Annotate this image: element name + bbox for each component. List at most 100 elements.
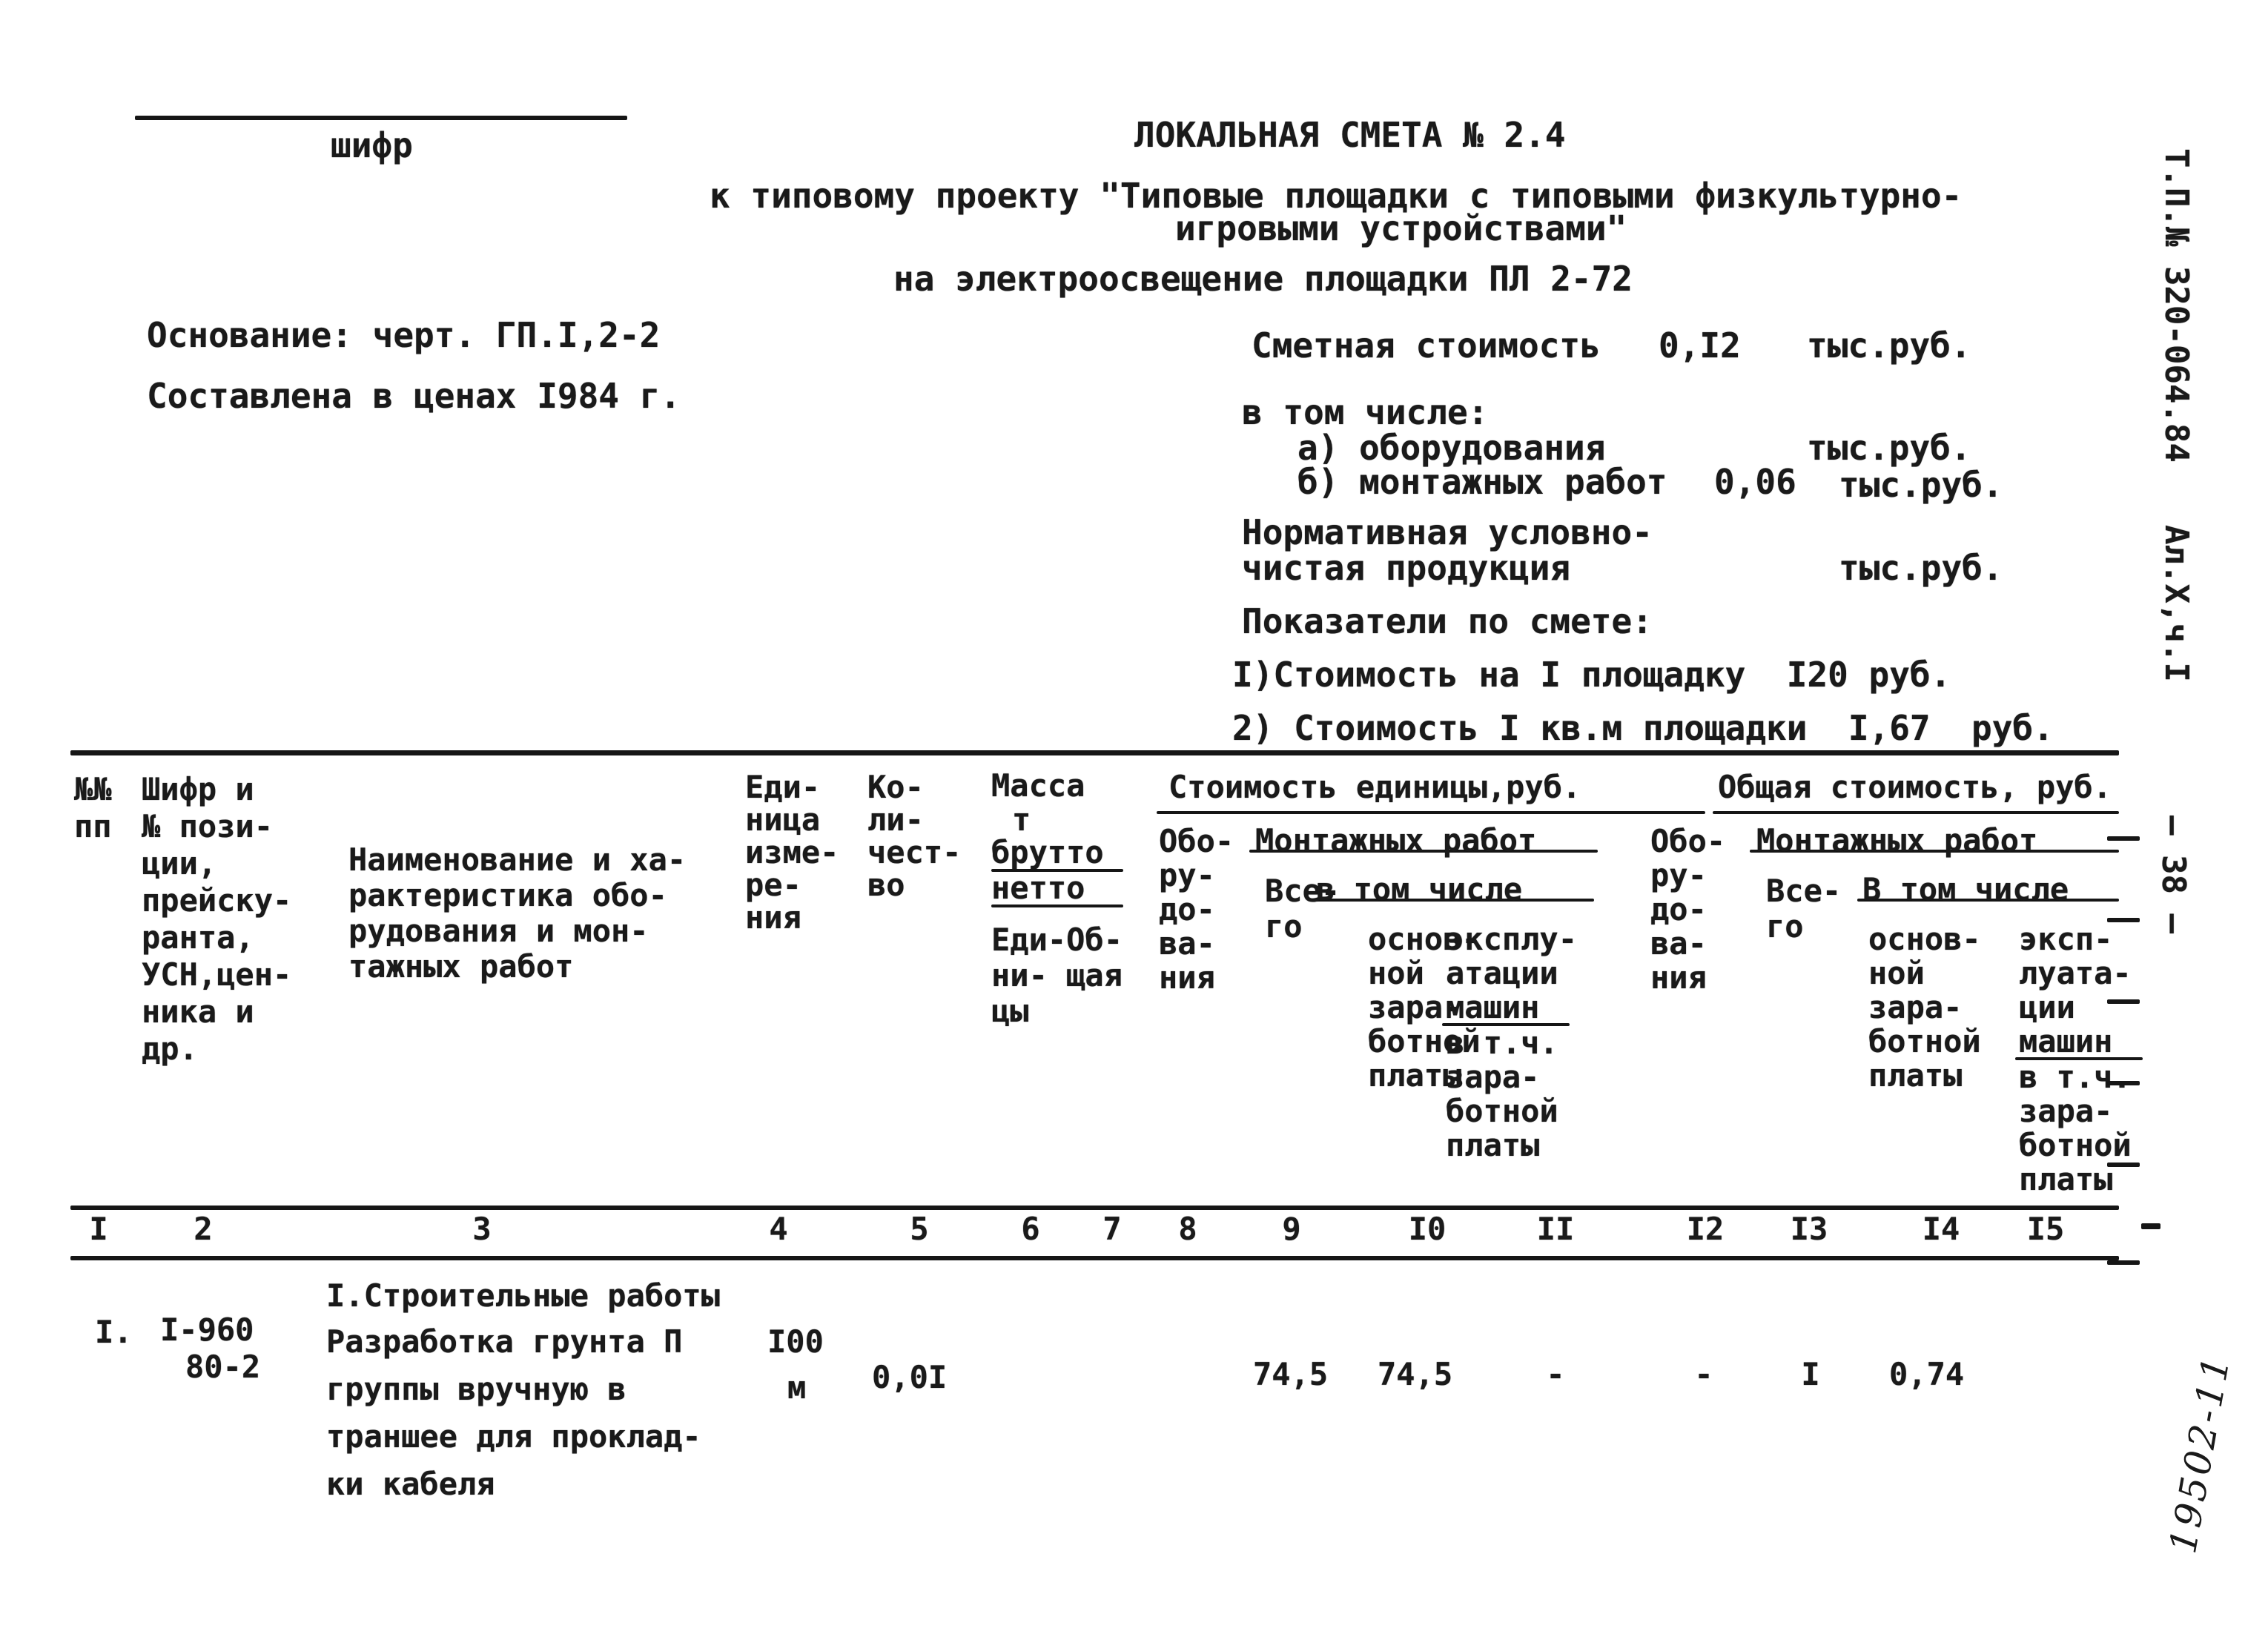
cost-value: 0,I2 xyxy=(1659,325,1741,366)
colnum-11: II xyxy=(1536,1211,1575,1247)
colnum-12: I2 xyxy=(1686,1211,1725,1247)
row-total-equipment: - xyxy=(1694,1356,1713,1392)
doc-subtitle-1: к типовому проекту "Типовые площадки с т… xyxy=(710,176,1963,216)
row-quantity: 0,0I xyxy=(872,1359,948,1395)
header-col-num: №№ пп xyxy=(74,771,112,844)
header-mass-unit: т xyxy=(1012,801,1031,838)
colnum-8: 8 xyxy=(1178,1211,1197,1247)
header-total-cost-group: Общая стоимость, руб. xyxy=(1718,769,2112,805)
edge-mark xyxy=(2107,1081,2140,1085)
doc-subject: на электроосвещение площадки ПЛ 2-72 xyxy=(893,259,1633,299)
normative-unit: тыс.руб. xyxy=(1839,548,2003,588)
normative-line-2: чистая продукция xyxy=(1242,548,1571,588)
item-b-value: 0,06 xyxy=(1714,462,1796,502)
header-unit-cost-group: Стоимость единицы,руб. xyxy=(1168,769,1581,805)
montage1-underline xyxy=(1249,850,1598,853)
margin-page-number: — 38 — xyxy=(2155,816,2192,933)
header-base-wage-1: основ- ной зара- ботной платы xyxy=(1368,921,1481,1094)
edge-mark xyxy=(2107,918,2140,922)
colnum-5: 5 xyxy=(910,1211,929,1247)
row-total-all: I xyxy=(1801,1356,1820,1392)
header-montage-2: Монтажных работ xyxy=(1756,822,2038,859)
indicators-label: Показатели по смете: xyxy=(1242,601,1653,641)
cost-unit: тыс.руб. xyxy=(1807,325,1971,366)
net-underline xyxy=(991,905,1123,907)
doc-subtitle-2: игровыми устройствами" xyxy=(1175,208,1627,248)
row-unit: м xyxy=(787,1369,807,1406)
colnum-2: 2 xyxy=(194,1211,213,1247)
normative-line-1: Нормативная условно- xyxy=(1242,512,1653,552)
total-cost-underline xyxy=(1713,811,2119,814)
header-col-code: Шифр и № пози- ции, прейску- ранта, УСН,… xyxy=(142,771,292,1067)
montage2-underline xyxy=(1750,850,2119,853)
colnum-10: I0 xyxy=(1408,1211,1447,1247)
row-unit-cost-wage: 74,5 xyxy=(1378,1356,1453,1392)
edge-mark xyxy=(2107,999,2140,1004)
indicator-1: I)Стоимость на I площадку I20 руб. xyxy=(1232,655,1951,695)
row-unit-cost-total: 74,5 xyxy=(1253,1356,1329,1392)
row-total-wage: 0,74 xyxy=(1889,1356,1965,1392)
header-vsego-2: Все- го xyxy=(1766,873,1842,945)
section-title: I.Строительные работы xyxy=(326,1277,721,1314)
machines2-underline xyxy=(2015,1057,2143,1060)
table-top-rule xyxy=(70,750,2119,755)
edge-mark xyxy=(2107,836,2140,841)
colnum-3: 3 xyxy=(472,1211,492,1247)
colnum-15: I5 xyxy=(2026,1211,2065,1247)
including1-underline xyxy=(1312,899,1594,902)
header-bottom-rule xyxy=(70,1206,2119,1210)
unit-cost-underline xyxy=(1157,811,1705,814)
header-machines-1a: эксплу- атации машин xyxy=(1446,921,1578,1025)
gross-underline xyxy=(991,869,1123,872)
colnum-4: 4 xyxy=(769,1211,788,1247)
stamp-line xyxy=(135,116,627,120)
item-b-label: б) монтажных работ xyxy=(1297,462,1667,502)
header-mass-sub: Еди-Об- ни- щая цы xyxy=(991,922,1123,1029)
header-including-2: В том числе xyxy=(1862,871,2069,907)
doc-title: ЛОКАЛЬНАЯ СМЕТА № 2.4 xyxy=(1134,115,1566,155)
indicator-2: 2) Стоимость I кв.м площадки I,67 руб. xyxy=(1232,708,2054,748)
header-vsego-1: Все- го xyxy=(1265,873,1340,945)
machines1-underline xyxy=(1442,1023,1570,1026)
header-mass-net: нетто xyxy=(991,870,1085,906)
edge-mark xyxy=(2141,1223,2160,1229)
item-a-label: а) оборудования xyxy=(1297,428,1606,468)
row-unit-cost-machines: - xyxy=(1546,1356,1565,1392)
basis-line: Основание: черт. ГП.I,2-2 xyxy=(147,315,661,355)
row-code-1: I-960 xyxy=(160,1312,254,1348)
header-machines-2b: в т.ч. зара- ботной платы xyxy=(2019,1059,2132,1197)
edge-mark xyxy=(2107,1260,2140,1265)
stamp-label: шифр xyxy=(331,125,413,165)
colnum-6: 6 xyxy=(1021,1211,1040,1247)
header-mass-title: Масса xyxy=(991,767,1085,804)
header-base-wage-2: основ- ной зара- ботной платы xyxy=(1868,921,1981,1094)
colnum-9: 9 xyxy=(1282,1211,1301,1247)
header-including-1: в том числе xyxy=(1316,871,1523,907)
colnum-bottom-rule xyxy=(70,1256,2119,1260)
row-num: I. xyxy=(95,1314,133,1350)
header-equipment-2: Обо- ру- до- ва- ния xyxy=(1650,823,1726,996)
row-unit-qty: I00 xyxy=(767,1323,824,1360)
colnum-13: I3 xyxy=(1790,1211,1828,1247)
colnum-1: I xyxy=(89,1211,108,1247)
including-label: в том числе: xyxy=(1242,392,1489,432)
header-col-name: Наименование и ха- рактеристика обо- руд… xyxy=(348,841,687,985)
including2-underline xyxy=(1857,899,2119,902)
header-col-qty: Ко- ли- чест- во xyxy=(867,769,962,903)
margin-album-code: Ал.Х,ч.I xyxy=(2158,525,2195,682)
item-b-unit: тыс.руб. xyxy=(1839,465,2003,505)
cost-label: Сметная стоимость xyxy=(1252,325,1601,366)
item-a-unit: тыс.руб. xyxy=(1807,428,1971,468)
header-mass-gross: брутто xyxy=(991,834,1104,870)
colnum-7: 7 xyxy=(1102,1211,1122,1247)
margin-doc-code: Т.П.№ 320-064.84 xyxy=(2158,148,2195,463)
row-code-2: 80-2 xyxy=(185,1349,261,1385)
row-work-name: Разработка грунта П группы вручную в тра… xyxy=(326,1323,701,1502)
header-col-unit: Еди- ница изме- ре- ния xyxy=(745,769,839,936)
header-machines-1b: в т.ч. зара- ботной платы xyxy=(1446,1025,1558,1163)
header-equipment-1: Обо- ру- до- ва- ния xyxy=(1159,823,1234,996)
header-montage-1: Монтажных работ xyxy=(1255,822,1537,859)
edge-mark xyxy=(2107,1163,2140,1167)
header-machines-2a: эксп- луата- ции машин xyxy=(2019,921,2132,1059)
